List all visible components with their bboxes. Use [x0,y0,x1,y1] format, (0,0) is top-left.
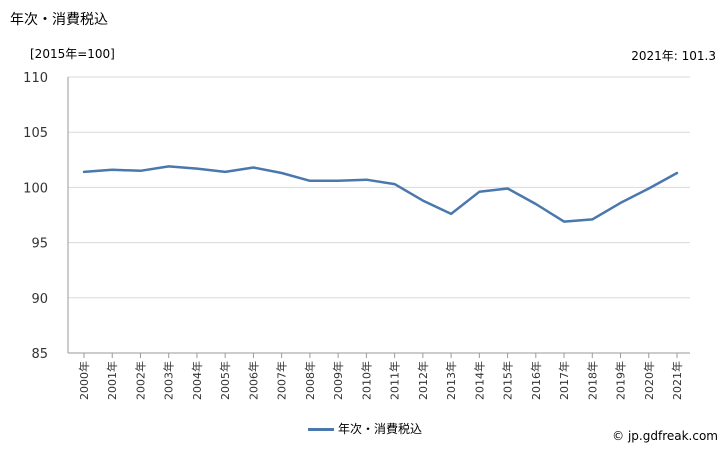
source-credit: © jp.gdfreak.com [612,429,718,443]
x-tick-label: 2006年 [246,361,260,400]
legend-swatch [308,427,334,431]
x-tick-label: 2007年 [275,361,289,400]
x-tick-label: 2004年 [190,361,204,400]
y-tick-labels: 85 90 95 100 105 110 [23,71,48,362]
x-tick-label: 2016年 [529,361,543,400]
x-tick-label: 2010年 [359,361,373,400]
chart-title: 年次・消費税込 [10,12,108,28]
y-tick-label: 100 [23,181,48,196]
x-tick-label: 2013年 [444,361,458,400]
legend-series-name: 年次・消費税込 [338,422,423,436]
grid-layer [68,76,690,299]
x-tick-label: 2018年 [585,361,599,400]
x-tick-label: 2003年 [162,361,176,400]
x-tick-label: 2021年 [670,361,684,400]
x-tick-label: 2011年 [388,361,402,400]
x-tick-label: 2001年 [105,361,119,400]
x-tick-label: 2012年 [416,361,430,400]
legend: 年次・消費税込 [308,421,422,437]
y-tick-label: 105 [23,126,48,141]
x-tick-label: 2017年 [557,361,571,400]
latest-value-label: 2021年: 101.3 [631,49,716,63]
unit-label: [2015年=100] [30,47,115,61]
series-line [82,165,679,223]
x-tick-label: 2014年 [472,361,486,400]
x-tick-label: 2020年 [642,361,656,400]
axis-layer [67,77,690,358]
y-tick-label: 90 [31,292,48,307]
x-tick-label: 2009年 [331,361,345,400]
x-tick-label: 2019年 [614,361,628,400]
x-tick-label: 2002年 [133,361,147,400]
x-tick-label: 2005年 [218,361,232,400]
y-tick-label: 95 [31,237,48,252]
x-tick-labels: 2000年 2001年 2002年 2003年 2004年 2005年 2006年 2007年… [77,361,684,400]
x-tick-label: 2008年 [303,361,317,400]
y-tick-label: 110 [23,71,48,86]
y-tick-label: 85 [31,347,48,362]
x-tick-label: 2015年 [501,361,515,400]
series-layer [82,165,679,223]
x-tick-label: 2000年 [77,361,91,400]
